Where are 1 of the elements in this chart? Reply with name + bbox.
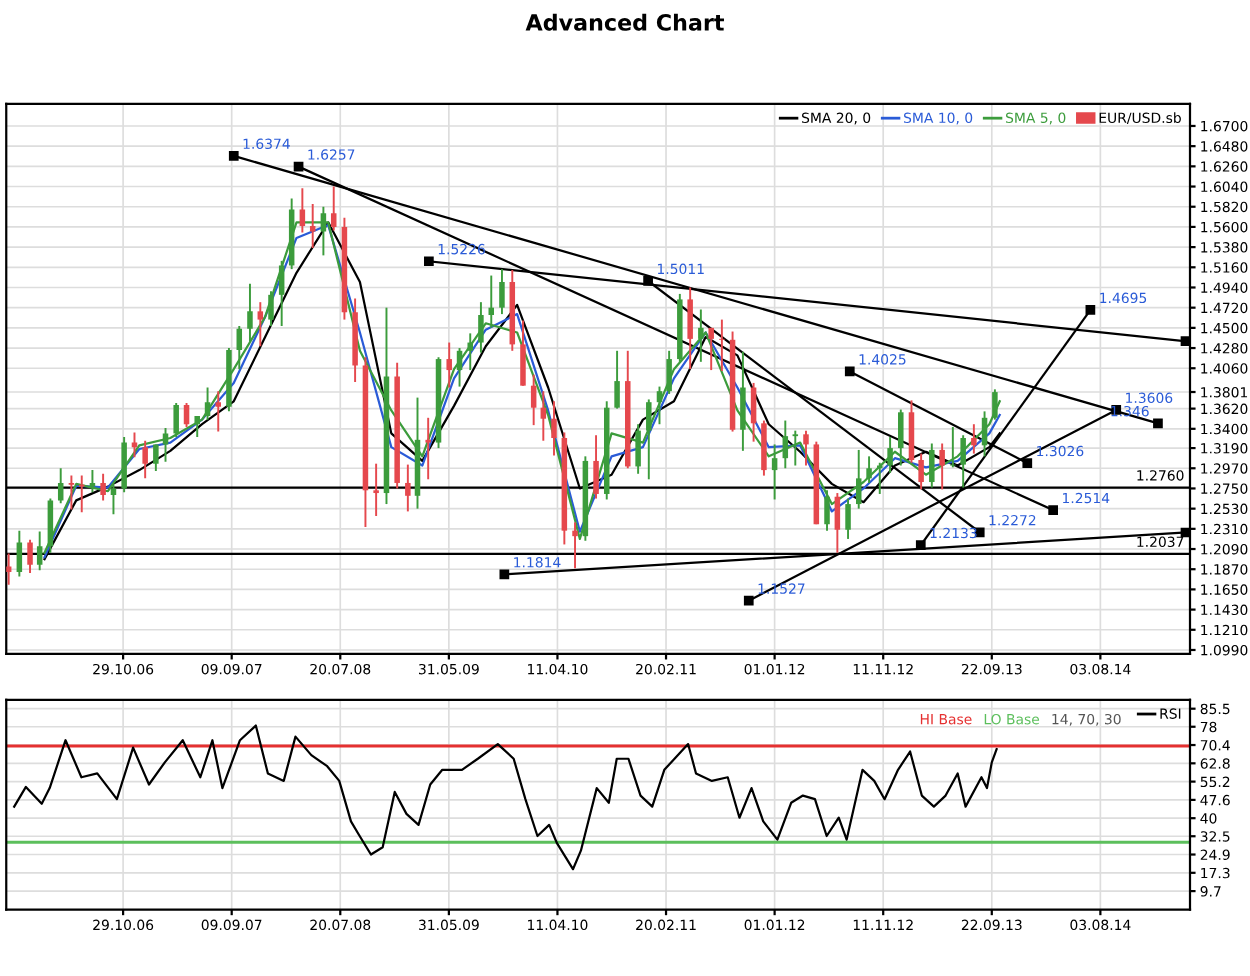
chart-title: Advanced Chart	[525, 13, 724, 31]
